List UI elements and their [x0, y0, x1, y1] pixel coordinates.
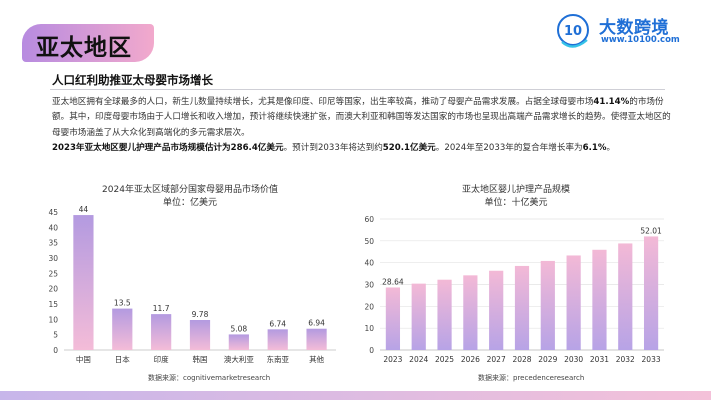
y-tick-label: 45 [48, 208, 58, 217]
brand-mark-icon: 10 [557, 14, 589, 48]
x-tick-label: 印度 [154, 354, 169, 364]
bar [592, 249, 607, 350]
x-tick-label: 中国 [76, 354, 91, 364]
subtitle-divider [50, 89, 665, 90]
bar [540, 260, 555, 350]
y-tick-label: 30 [364, 281, 374, 290]
y-tick-label: 20 [364, 302, 374, 311]
brand-logo: 10 大数跨境 www.10100.com [553, 12, 703, 52]
chart-title: 2024年亚太区域部分国家母婴用品市场价值 [102, 185, 278, 195]
brand-url: www.10100.com [601, 35, 680, 45]
data-label: 6.74 [269, 319, 286, 328]
bar [228, 334, 249, 350]
y-tick-label: 0 [53, 346, 58, 355]
chart-source: 数据来源：cognitivemarketresearch [148, 374, 271, 382]
highlight-value-2023: 286.4亿美元 [230, 143, 284, 154]
x-tick-label: 2031 [590, 355, 609, 364]
bar [73, 215, 94, 350]
data-label: 6.94 [308, 319, 325, 328]
data-label: 28.64 [382, 277, 404, 286]
bar [267, 329, 288, 350]
x-tick-label: 日本 [115, 354, 130, 364]
x-tick-label: 2024 [409, 355, 428, 364]
data-label: 9.78 [192, 310, 209, 319]
data-label: 52.01 [640, 226, 662, 235]
paragraph-line-2: 2023年亚太地区婴儿护理产品市场规模估计为286.4亿美元。预计到2033年将… [52, 141, 672, 156]
intro-paragraph: 亚太地区拥有全球最多的人口，新生儿数量持续增长，尤其是像印度、印尼等国家，出生率… [52, 95, 672, 157]
bar [514, 265, 530, 350]
bar [385, 287, 401, 350]
bar [437, 279, 452, 350]
baby-care-market-size-chart: 亚太地区婴儿护理产品规模 单位：十亿美元 0 10 20 30 40 50 60 28.64 2… [360, 178, 672, 388]
y-tick-label: 40 [364, 259, 374, 268]
chart-unit: 单位：亿美元 [162, 198, 217, 208]
highlight-share: 41.14% [593, 97, 630, 107]
x-tick-label: 澳大利亚 [224, 354, 254, 364]
chart-title: 亚太地区婴儿护理产品规模 [461, 185, 570, 195]
y-tick-label: 0 [369, 346, 374, 355]
bar [489, 270, 504, 350]
y-tick-label: 15 [48, 300, 58, 309]
y-tick-label: 30 [48, 254, 58, 263]
highlight-cagr: 6.1% [582, 143, 607, 154]
data-label: 5.08 [231, 324, 248, 333]
text-span: 。预计到2033年将达到约 [283, 143, 383, 154]
section-title: 亚太地区 [36, 35, 132, 61]
highlight-value-2033: 520.1亿美元 [382, 143, 436, 154]
highlight-text: 2023年亚太地区婴儿护理产品市场规模估计为 [52, 143, 231, 154]
bar [618, 243, 633, 350]
bar [411, 283, 426, 350]
x-tick-label: 2033 [642, 355, 661, 364]
bar [566, 255, 581, 350]
x-tick-label: 2023 [383, 355, 402, 364]
bar [151, 314, 172, 350]
x-tick-label: 2032 [616, 355, 635, 364]
x-tick-label: 东南亚 [266, 354, 289, 364]
y-tick-label: 10 [364, 324, 374, 333]
section-title-tag: 亚太地区 [22, 24, 154, 62]
x-tick-label: 2029 [538, 355, 557, 364]
data-label: 44 [79, 205, 89, 214]
brand-name: 大数跨境 [599, 18, 669, 38]
text-span: 亚太地区拥有全球最多的人口，新生儿数量持续增长，尤其是像印度、印尼等国家，出生率… [52, 97, 594, 107]
section-subtitle: 人口红利助推亚太母婴市场增长 [52, 73, 213, 87]
x-tick-label: 2027 [487, 355, 506, 364]
chart-unit: 单位：十亿美元 [484, 198, 548, 208]
text-span: 。 [606, 143, 616, 154]
text-span: 。2024年至2033年的复合年增长率为 [435, 143, 583, 154]
y-tick-label: 35 [48, 239, 58, 248]
data-label: 13.5 [114, 299, 131, 308]
x-tick-label: 其他 [309, 354, 324, 364]
x-tick-label: 2025 [435, 355, 454, 364]
x-tick-label: 2028 [512, 355, 531, 364]
bar [306, 328, 327, 350]
chart-plot: 0 5 10 15 20 25 30 35 40 45 44 中国 13.5 日本 11.7 印度 9.78 韩国… [48, 205, 336, 364]
text-span: 的市场份额。其中，印度母婴市场由于人口增长和收入增加，预计将继续快速扩张，而澳大… [52, 97, 671, 138]
bar [643, 236, 659, 350]
x-tick-label: 韩国 [193, 354, 208, 364]
bar [112, 308, 133, 350]
x-tick-label: 2026 [461, 355, 480, 364]
y-tick-label: 20 [48, 285, 58, 294]
brand-mark-text: 10 [564, 24, 582, 39]
y-tick-label: 10 [48, 315, 58, 324]
bar [463, 275, 478, 350]
chart-source: 数据来源：precedenceresearch [478, 374, 585, 382]
y-tick-label: 25 [48, 269, 58, 278]
data-label: 11.7 [153, 304, 170, 313]
bar [189, 320, 211, 350]
y-tick-label: 5 [53, 331, 58, 340]
bottom-decor-bar [0, 391, 711, 400]
y-tick-label: 50 [364, 237, 374, 246]
x-tick-label: 2030 [564, 355, 583, 364]
y-tick-label: 60 [364, 215, 374, 224]
y-tick-label: 40 [48, 223, 58, 232]
country-market-value-chart: 2024年亚太区域部分国家母婴用品市场价值 单位：亿美元 0 5 10 15 20 25 3… [40, 178, 340, 388]
paragraph-line-1: 亚太地区拥有全球最多的人口，新生儿数量持续增长，尤其是像印度、印尼等国家，出生率… [52, 95, 672, 141]
